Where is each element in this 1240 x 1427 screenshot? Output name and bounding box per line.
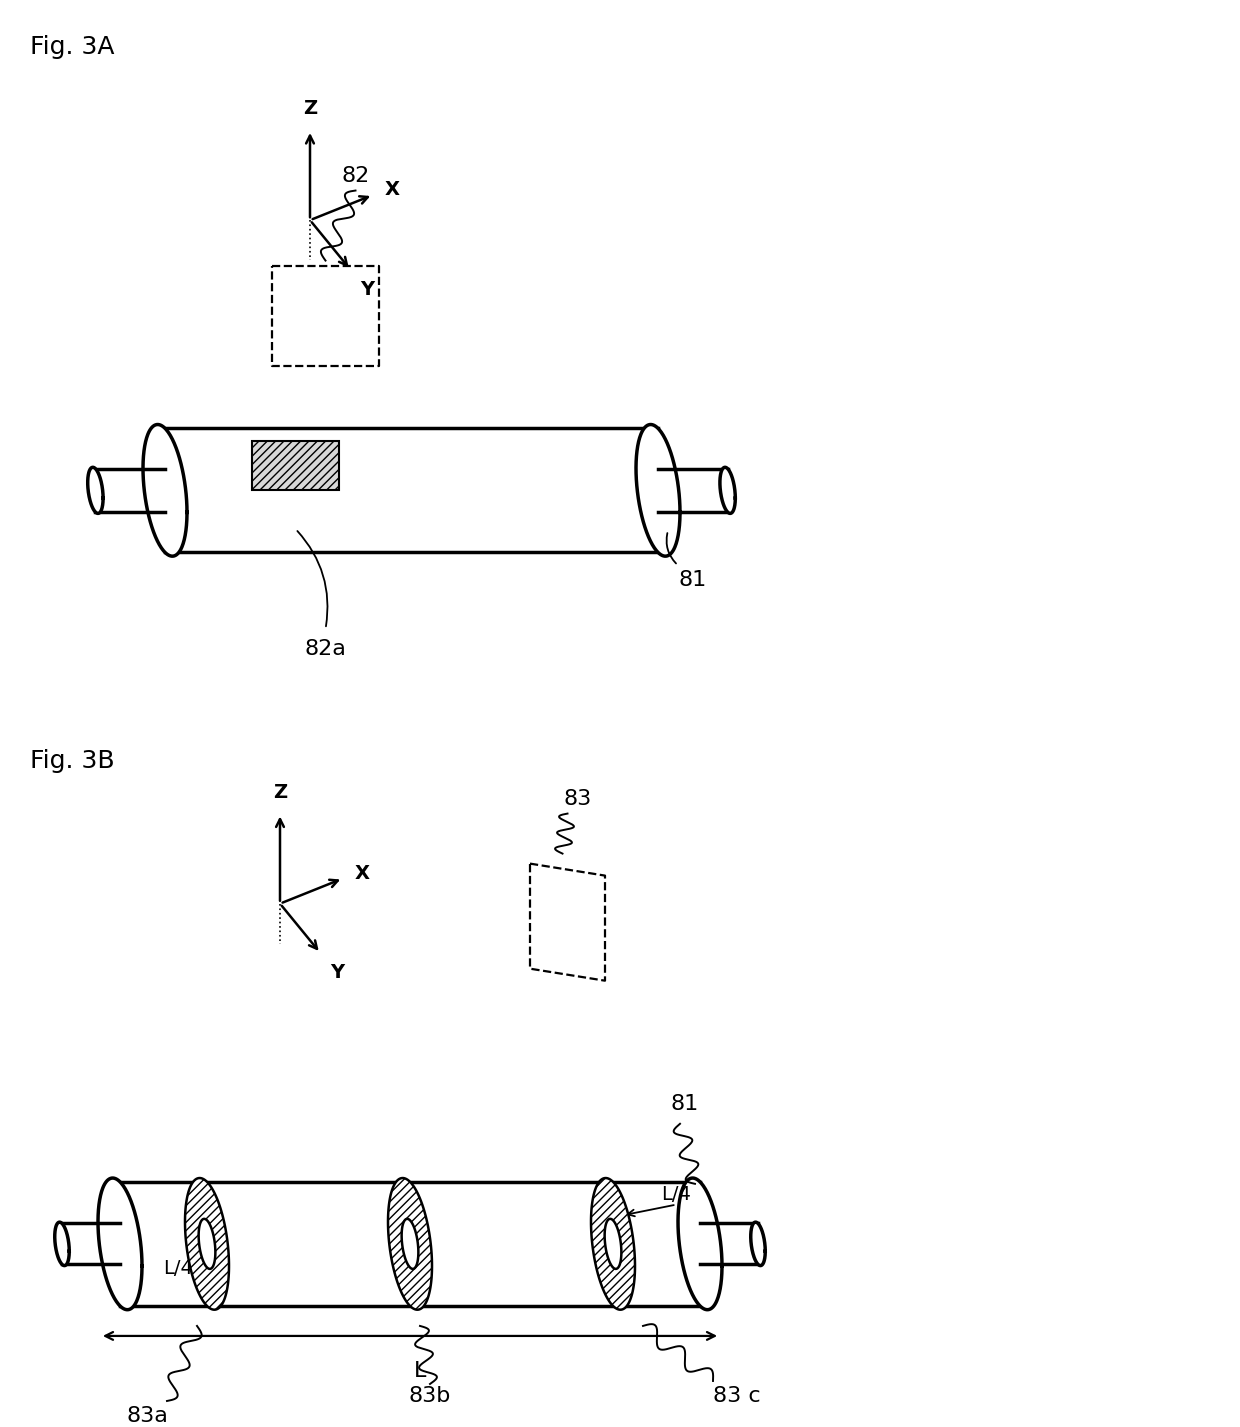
Polygon shape — [185, 1179, 229, 1310]
Text: 83b: 83b — [409, 1386, 451, 1406]
Text: 83 c: 83 c — [713, 1386, 760, 1406]
Text: X: X — [355, 863, 370, 883]
Text: 82a: 82a — [305, 639, 346, 659]
Text: 81: 81 — [678, 571, 707, 591]
Polygon shape — [98, 1179, 143, 1310]
Polygon shape — [678, 1179, 722, 1310]
Text: Fig. 3A: Fig. 3A — [30, 36, 114, 59]
Text: L/4: L/4 — [662, 1184, 692, 1204]
Text: Z: Z — [273, 782, 288, 802]
Polygon shape — [720, 467, 735, 514]
Polygon shape — [252, 441, 339, 491]
Text: 82: 82 — [341, 166, 370, 186]
Text: 81: 81 — [670, 1093, 698, 1114]
Text: 83a: 83a — [126, 1406, 167, 1426]
Text: 83: 83 — [563, 789, 591, 809]
Polygon shape — [636, 424, 680, 557]
Text: Y: Y — [361, 280, 374, 298]
Polygon shape — [55, 1222, 69, 1266]
Polygon shape — [88, 467, 103, 514]
Text: X: X — [384, 180, 401, 200]
Polygon shape — [605, 1219, 621, 1269]
Text: Y: Y — [331, 963, 345, 982]
Polygon shape — [591, 1179, 635, 1310]
Polygon shape — [402, 1219, 418, 1269]
Text: Z: Z — [303, 98, 317, 118]
Polygon shape — [750, 1222, 765, 1266]
Polygon shape — [198, 1219, 216, 1269]
Text: L/4: L/4 — [164, 1259, 193, 1277]
Polygon shape — [388, 1179, 432, 1310]
Polygon shape — [143, 424, 187, 557]
Text: Fig. 3B: Fig. 3B — [30, 749, 114, 772]
Text: L: L — [414, 1361, 427, 1381]
